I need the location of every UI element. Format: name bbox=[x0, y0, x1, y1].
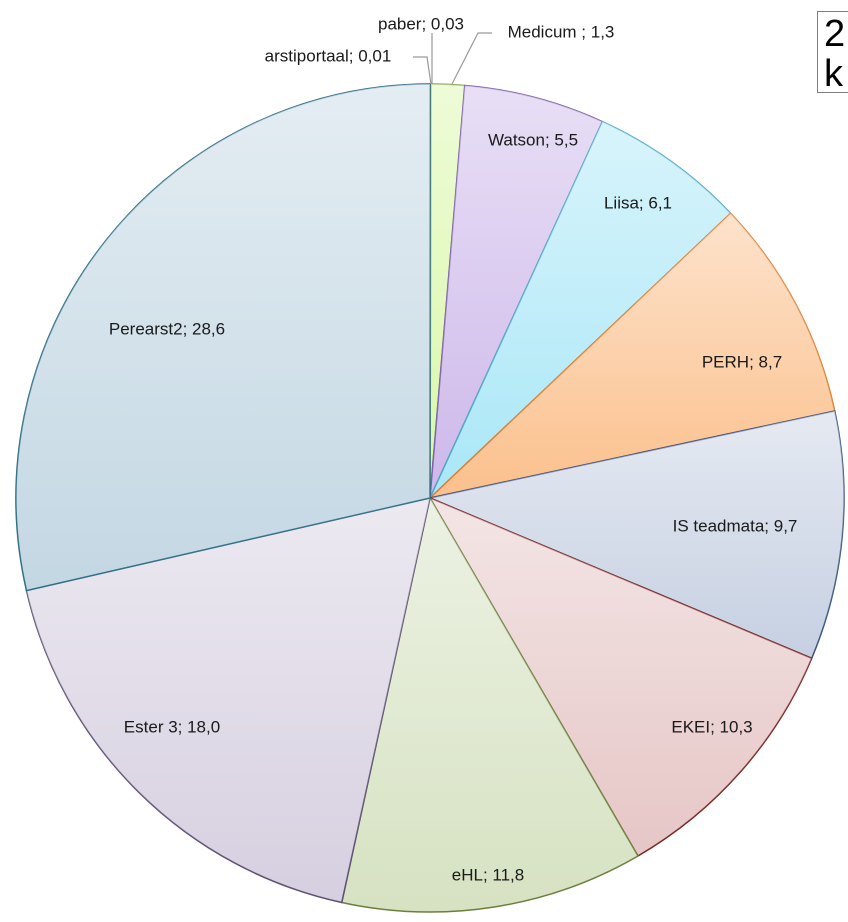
chart-title-box: 2 k bbox=[817, 11, 848, 93]
data-label: Perearst2; 28,6 bbox=[109, 319, 225, 338]
data-label: Watson; 5,5 bbox=[488, 130, 578, 149]
leader-lines bbox=[413, 32, 492, 85]
data-label: IS teadmata; 9,7 bbox=[673, 516, 798, 535]
data-label: eHL; 11,8 bbox=[452, 865, 524, 884]
pie-slice-highlight bbox=[430, 411, 844, 659]
leader-line bbox=[413, 56, 432, 85]
data-label: Medicum ; 1,3 bbox=[508, 22, 615, 41]
pie-slice-highlight bbox=[430, 85, 603, 498]
pie-slice-highlight bbox=[430, 121, 731, 499]
chart-title: 2 k bbox=[824, 13, 846, 93]
data-label: PERH; 8,7 bbox=[702, 352, 782, 371]
data-label: Liisa; 6,1 bbox=[604, 193, 672, 212]
data-label: EKEI; 10,3 bbox=[671, 717, 752, 736]
data-label: arstiportaal; 0,01 bbox=[265, 46, 392, 65]
data-labels: arstiportaal; 0,01 paber; 0,03 Medicum ; 1… bbox=[109, 14, 798, 884]
data-label: Ester 3; 18,0 bbox=[124, 717, 220, 736]
leader-line bbox=[451, 32, 492, 85]
pie-slice-highlight bbox=[26, 498, 430, 903]
pie-slice-highlight bbox=[430, 498, 812, 856]
pie-slice-highlight bbox=[16, 84, 431, 591]
pie-slice-highlight bbox=[341, 498, 638, 913]
pie-slice-highlight bbox=[430, 213, 835, 499]
data-label: paber; 0,03 bbox=[378, 14, 464, 33]
pie-slices bbox=[15, 83, 845, 913]
